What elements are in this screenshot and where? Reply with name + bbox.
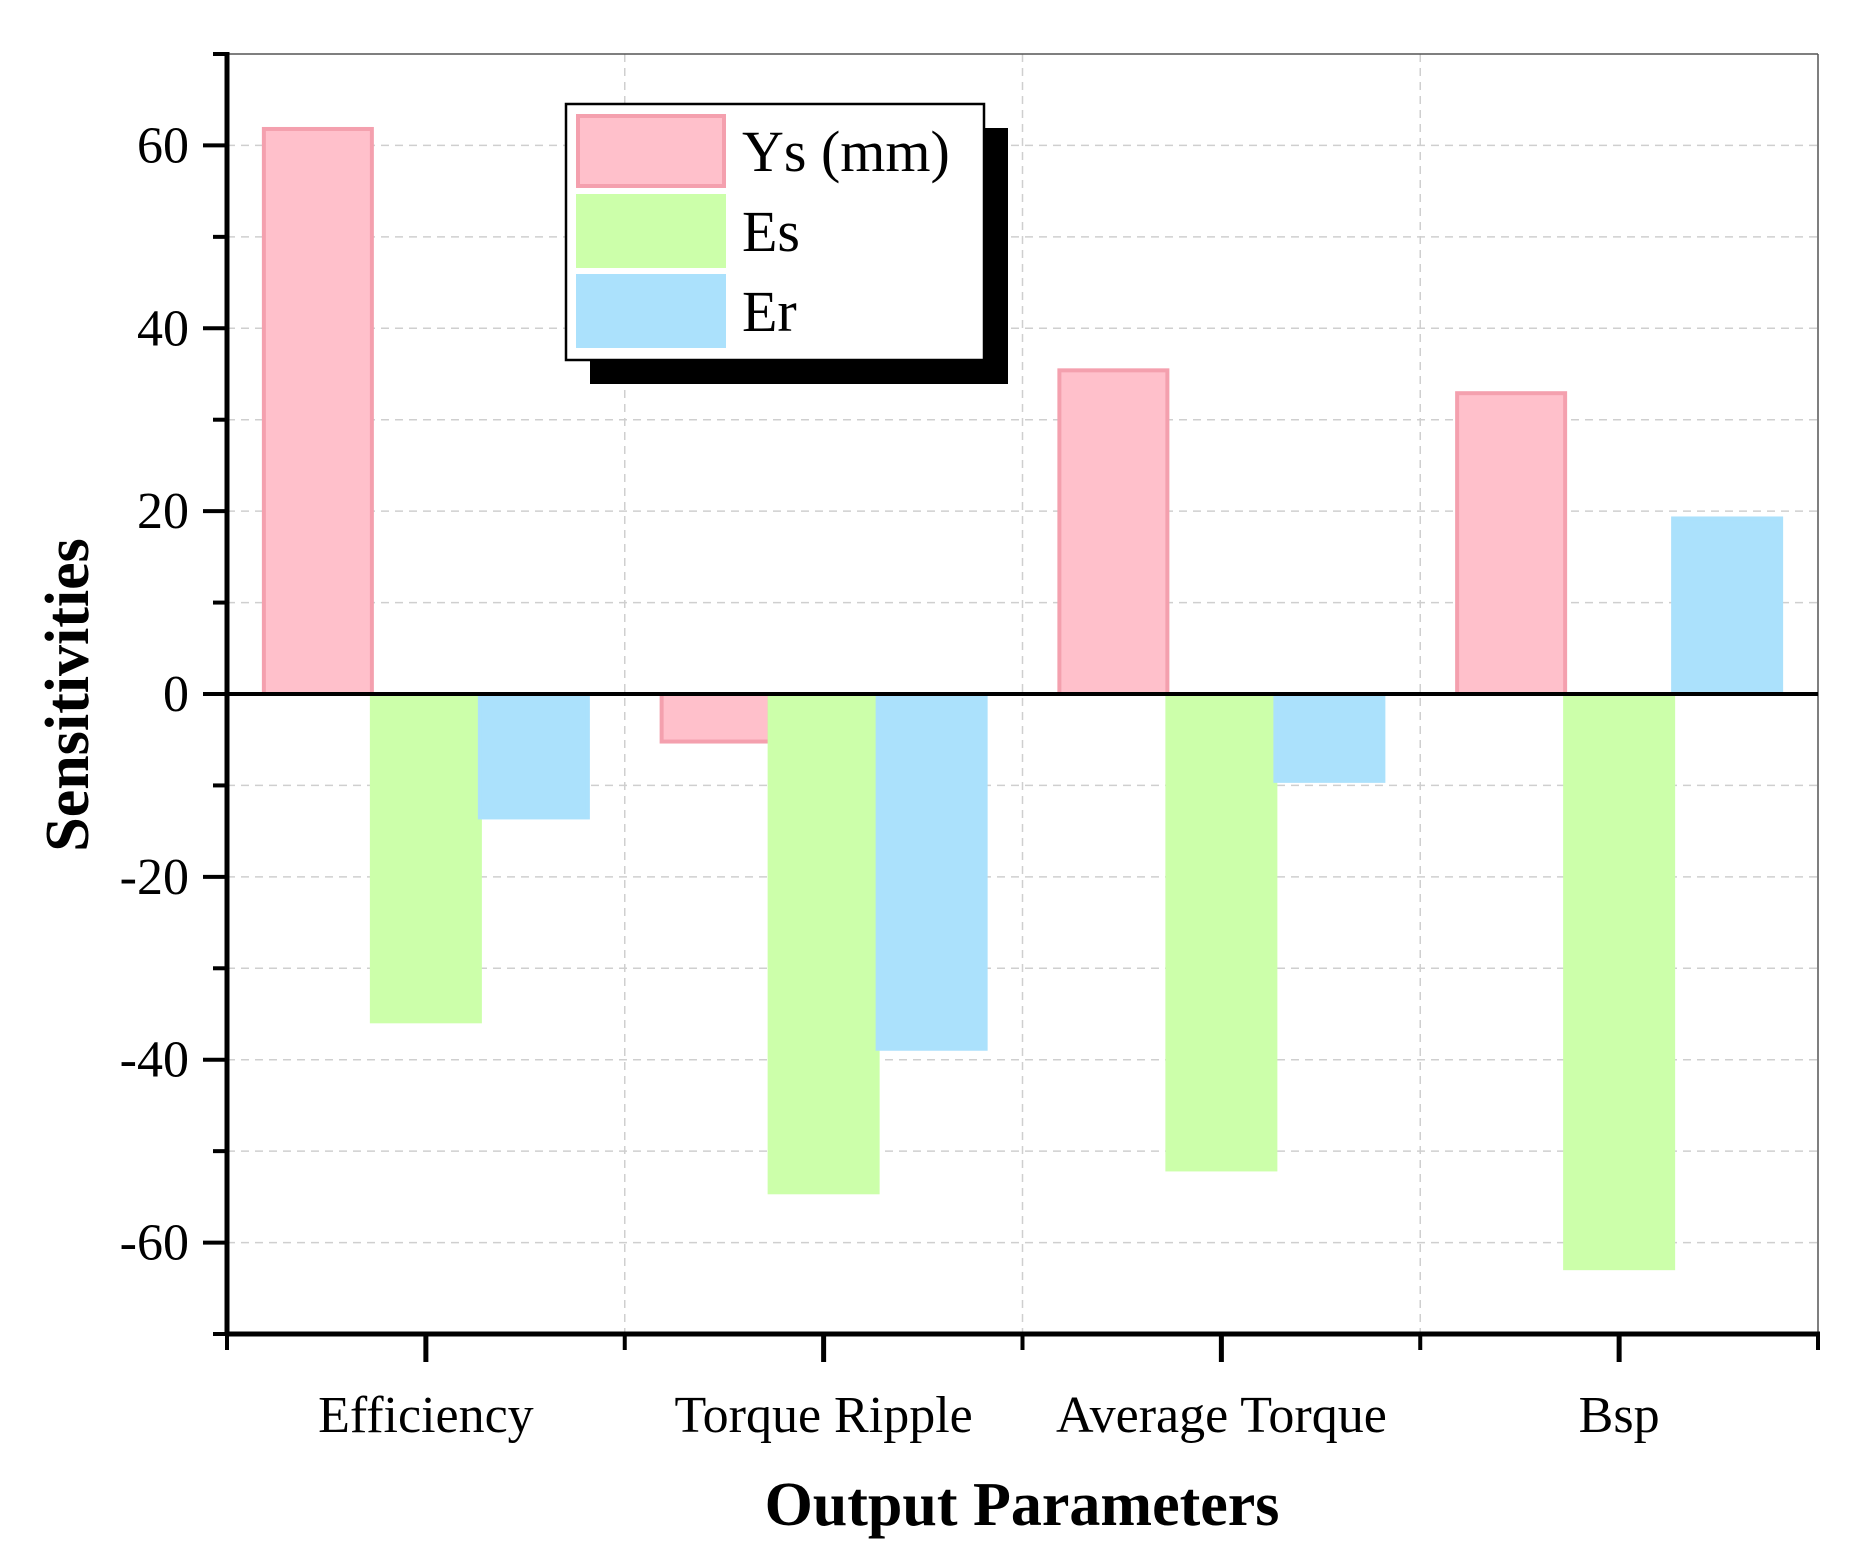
y-tick-label: -40 <box>120 1032 189 1089</box>
legend-label-ys: Ys (mm) <box>742 119 950 184</box>
bar-es-torque-ripple <box>767 692 880 1195</box>
legend-label-es: Es <box>742 199 800 264</box>
axis-layer: -60 -40 -20 0 20 40 60 Efficiency Torque Ripple A… <box>120 52 1820 1444</box>
bar-es-efficiency <box>369 692 482 1024</box>
x-tick-label: Torque Ripple <box>675 1387 973 1444</box>
y-tick-label: -60 <box>120 1215 189 1272</box>
legend: Ys (mm) Es Er <box>564 102 1008 384</box>
bar-er-torque-ripple <box>875 692 988 1051</box>
y-tick-label: 20 <box>137 483 189 540</box>
x-tick-label: Average Torque <box>1056 1387 1387 1444</box>
x-tick-label: Efficiency <box>318 1387 534 1444</box>
legend-swatch-es <box>576 194 726 268</box>
bar-er-bsp <box>1671 516 1784 697</box>
x-tick-label: Bsp <box>1579 1387 1660 1444</box>
bar-ys-average-torque <box>1057 368 1170 696</box>
bar-er-average-torque <box>1273 692 1386 783</box>
y-tick-label: 40 <box>137 300 189 357</box>
bar-es-average-torque <box>1165 692 1278 1172</box>
bar-ys-efficiency <box>261 126 374 696</box>
bar-es-bsp <box>1563 692 1676 1271</box>
legend-swatch-er <box>576 274 726 348</box>
bar-ys-bsp <box>1455 391 1568 696</box>
legend-swatch-ys <box>576 114 726 188</box>
bar-layer <box>261 126 1784 1271</box>
bar-er-efficiency <box>477 692 590 820</box>
y-tick-label: -20 <box>120 849 189 906</box>
bar-ys-torque-ripple <box>659 692 772 744</box>
x-axis-title: Output Parameters <box>765 1471 1280 1539</box>
y-tick-label: 0 <box>163 666 189 723</box>
y-axis-title: Sensitivities <box>34 538 102 851</box>
legend-label-er: Er <box>742 279 797 344</box>
y-tick-label: 60 <box>137 117 189 174</box>
